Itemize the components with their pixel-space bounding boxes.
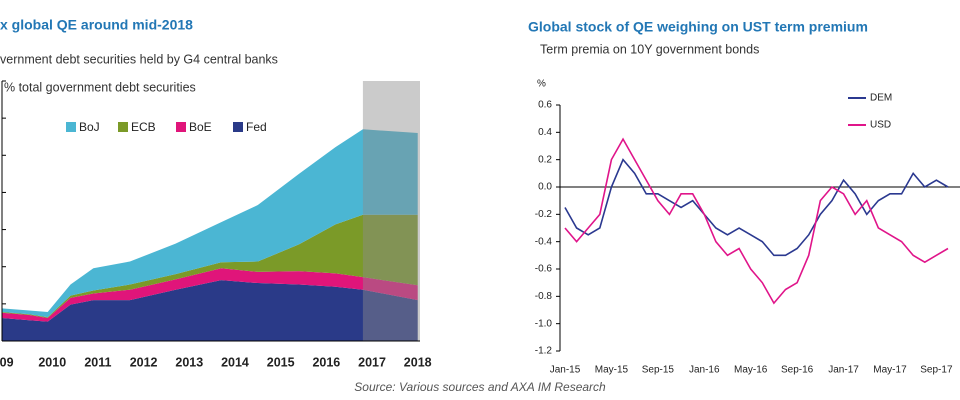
y-axis-label: % total government debt securities	[4, 80, 196, 94]
area-series	[2, 268, 418, 322]
x-tick-label: 2013	[175, 355, 203, 369]
chart-title: Global stock of QE weighing on UST term …	[528, 19, 868, 35]
y-tick-label: 0.4	[538, 127, 552, 138]
x-tick-label: May-15	[595, 365, 629, 376]
y-tick-label: -1.2	[535, 346, 553, 357]
legend-label: BoJ	[79, 120, 100, 134]
line-series	[564, 137, 949, 305]
area-series	[2, 129, 418, 318]
legend-label: ECB	[131, 120, 156, 134]
x-tick-label: 2015	[267, 355, 295, 369]
legend-swatch	[118, 122, 128, 132]
line-series	[564, 158, 949, 257]
legend-label: DEM	[870, 93, 892, 104]
x-tick-label: May-17	[873, 365, 907, 376]
area-series	[2, 214, 418, 318]
area-series	[2, 280, 418, 341]
x-tick-label: Jan-15	[550, 365, 581, 376]
y-tick-label: -1.0	[535, 318, 553, 329]
y-tick-label: -0.4	[535, 236, 553, 247]
chart-subtitle: vernment debt securities held by G4 cent…	[0, 52, 278, 66]
y-tick-label: -0.8	[535, 291, 553, 302]
x-tick-label: 2014	[221, 355, 249, 369]
forecast-shade	[362, 81, 420, 341]
x-tick-label: 09	[0, 355, 14, 369]
x-tick-label: 2018	[404, 355, 432, 369]
x-tick-label: 2016	[312, 355, 340, 369]
y-axis-label: %	[537, 79, 546, 90]
y-tick-label: -0.6	[535, 264, 553, 275]
legend-label: USD	[870, 120, 891, 131]
x-tick-label: Jan-17	[828, 365, 859, 376]
chart-title: x global QE around mid-2018	[0, 17, 193, 33]
x-tick-label: 2011	[84, 355, 111, 369]
legend-swatch	[233, 122, 243, 132]
legend-swatch	[176, 122, 186, 132]
chart-subtitle: Term premia on 10Y government bonds	[540, 42, 759, 56]
legend-swatch	[66, 122, 76, 132]
y-tick-label: 0.0	[538, 182, 552, 193]
x-tick-label: Sep-15	[642, 365, 675, 376]
x-tick-label: Sep-17	[920, 365, 953, 376]
x-tick-label: Sep-16	[781, 365, 814, 376]
x-tick-label: 2012	[130, 355, 158, 369]
x-tick-label: May-16	[734, 365, 768, 376]
x-tick-label: 2017	[358, 355, 386, 369]
y-tick-label: -0.2	[535, 209, 553, 220]
legend-label: Fed	[246, 120, 267, 134]
x-tick-label: 2010	[38, 355, 66, 369]
y-tick-label: 0.6	[538, 100, 552, 111]
y-tick-label: 0.2	[538, 154, 552, 165]
x-tick-label: Jan-16	[689, 365, 720, 376]
source-note: Source: Various sources and AXA IM Resea…	[354, 380, 606, 394]
legend-label: BoE	[189, 120, 212, 134]
